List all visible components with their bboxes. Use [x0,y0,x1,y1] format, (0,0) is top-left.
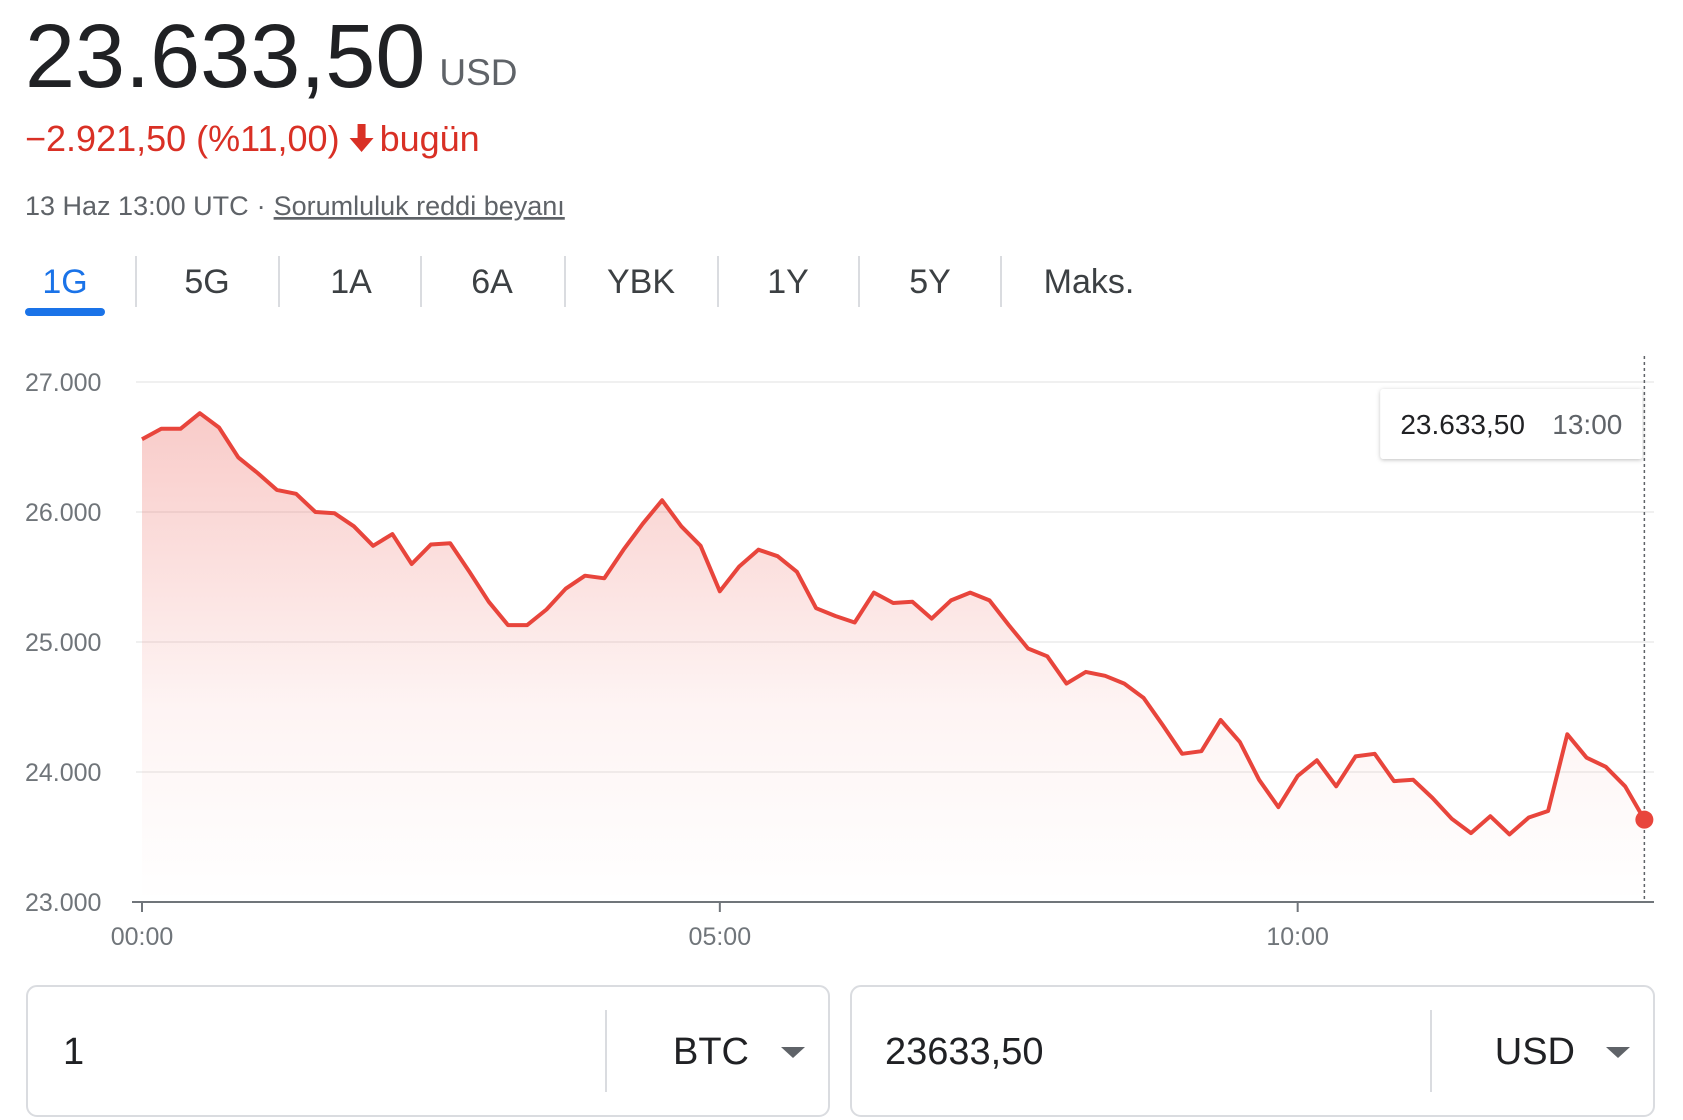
currency-select[interactable]: BTC [673,1031,749,1073]
range-tab[interactable]: 5Y [909,263,951,301]
converter-to: 23633,50 USD [850,985,1655,1117]
range-tab[interactable]: 1Y [767,263,809,301]
price-chart: 23.000 24.000 25.000 26.000 27.000 00:00 05:00… [25,356,1654,951]
y-tick-label: 27.000 [25,369,101,397]
amount[interactable]: 23633,50 [885,1031,1044,1073]
tooltip-box [1380,389,1643,459]
current-point [1635,810,1654,829]
period: bugün [380,118,480,159]
y-tick-label: 26.000 [25,499,101,527]
x-tick-label: 05:00 [689,923,752,951]
currency: USD [439,52,517,93]
price-line [141,411,1647,837]
tooltip-time: 13:00 [1552,409,1622,440]
timestamp: 13 Haz 13:00 UTC [25,191,249,221]
tooltip-value: 23.633,50 [1400,409,1525,440]
dropdown-icon[interactable] [781,1047,805,1058]
y-tick-label: 23.000 [25,889,101,917]
range-tab[interactable]: 6A [471,263,513,301]
range-tab[interactable]: 1G [42,263,87,301]
separator: · [257,191,266,221]
y-tick-label: 24.000 [25,759,101,787]
x-tick-label: 00:00 [111,923,174,951]
active-tab-indicator [25,308,105,316]
range-tabs: 1G 5G 1A 6A YBK 1Y 5Y Maks. [25,256,1134,316]
price: 23.633,50 [25,7,425,107]
y-tick-label: 25.000 [25,629,101,657]
dropdown-icon[interactable] [1606,1047,1630,1058]
converter-from: 1 BTC [26,985,830,1117]
input-box[interactable] [850,985,1655,1117]
disclaimer-link[interactable]: Sorumluluk reddi beyanı [274,191,565,221]
x-tick-label: 10:00 [1266,923,1329,951]
currency-select[interactable]: USD [1495,1031,1575,1073]
amount[interactable]: 1 [63,1031,84,1073]
input-box[interactable] [26,985,830,1117]
range-tab[interactable]: Maks. [1044,263,1135,301]
area [142,413,1645,902]
range-tab[interactable]: 5G [184,263,229,301]
price-change: −2.921,50 (%11,00) [25,118,340,159]
range-tab[interactable]: 1A [330,263,372,301]
tooltip: 23.633,50 13:00 [1380,389,1643,459]
down-arrow [349,124,374,152]
range-tab[interactable]: YBK [607,263,675,301]
